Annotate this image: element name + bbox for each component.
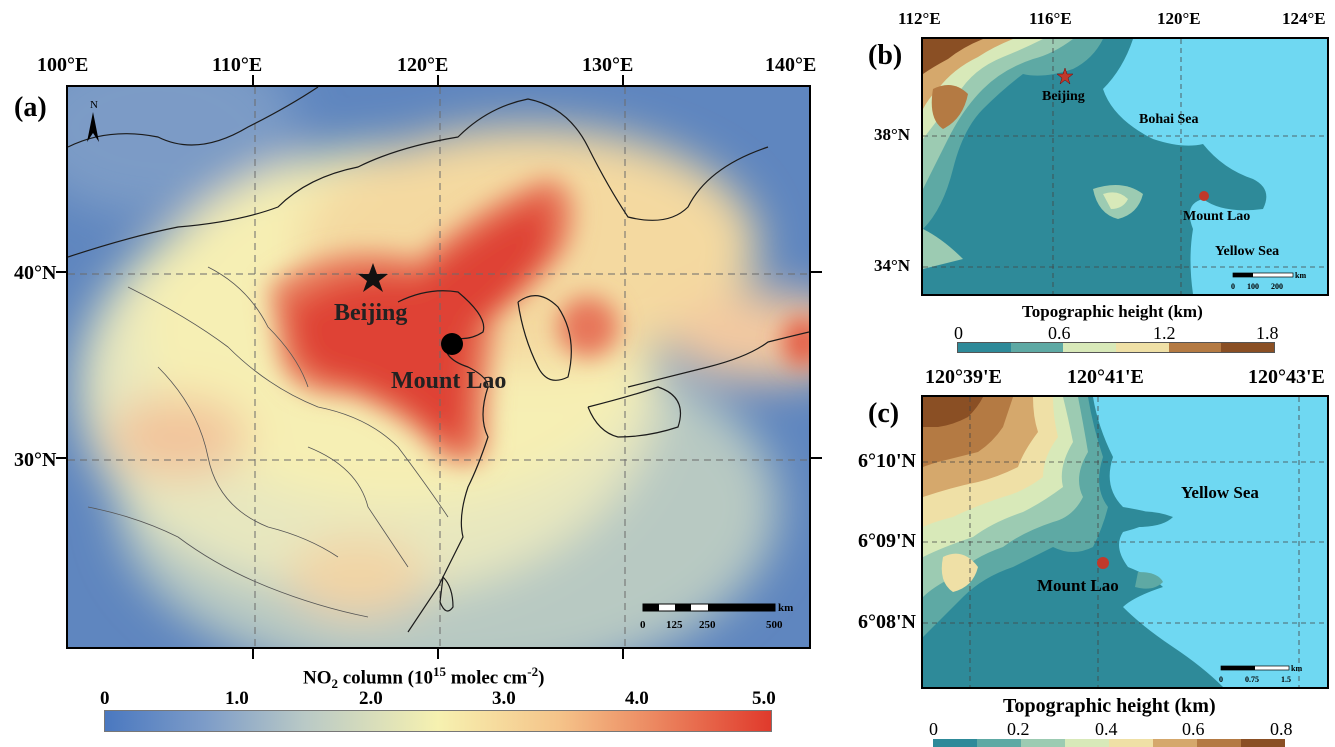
b-yellow-sea-label: Yellow Sea bbox=[1215, 244, 1279, 259]
c-colorbar bbox=[933, 739, 1285, 747]
panel-a-label: (a) bbox=[14, 92, 47, 123]
beijing-label: Beijing bbox=[334, 300, 407, 326]
b-colorbar-title: Topographic height (km) bbox=[1022, 302, 1203, 321]
scale-b-tick-100: 100 bbox=[1247, 282, 1259, 291]
scale-b-tick-0: 0 bbox=[1231, 282, 1235, 291]
topo-map-local: Yellow Sea Mount Lao km 0 0.75 1.5 bbox=[921, 395, 1329, 689]
c-lon-41: 120°41'E bbox=[1067, 366, 1144, 388]
c-lat-08: 6°08'N bbox=[858, 611, 916, 633]
b-lon-116: 116°E bbox=[1029, 9, 1072, 28]
no2-cb-tick-4: 4.0 bbox=[625, 688, 649, 709]
no2-cb-tick-0: 0 bbox=[100, 688, 110, 709]
no2-field: N Beijing Mount Lao km 0 125 250 500 bbox=[68, 87, 809, 647]
scale-a-tick-0: 0 bbox=[640, 619, 646, 631]
scale-bar-b: km 0 100 200 bbox=[1231, 271, 1306, 291]
no2-cb-tick-1: 1.0 bbox=[225, 688, 249, 709]
panel-c-label: (c) bbox=[868, 398, 900, 429]
scale-c-unit: km bbox=[1291, 664, 1302, 673]
c-cb-tick-1: 0.2 bbox=[1007, 719, 1030, 739]
north-label: N bbox=[90, 99, 98, 111]
no2-colorbar bbox=[104, 710, 772, 732]
no2-cb-tick-2: 2.0 bbox=[359, 688, 383, 709]
b-lat-34: 34°N bbox=[874, 256, 911, 275]
b-cb-tick-3: 1.8 bbox=[1256, 323, 1279, 343]
b-lon-124: 124°E bbox=[1282, 9, 1326, 28]
scale-c-tick-0: 0 bbox=[1219, 675, 1223, 684]
topo-map-regional: Beijing Bohai Sea Mount Lao Yellow Sea k… bbox=[921, 37, 1329, 296]
mount-lao-marker-icon bbox=[441, 333, 463, 355]
b-lon-112: 112°E bbox=[898, 9, 941, 28]
no2-cb-tick-5: 5.0 bbox=[752, 688, 776, 709]
panel-b-label: (b) bbox=[868, 40, 903, 71]
scale-c-tick-075: 0.75 bbox=[1245, 675, 1259, 684]
c-yellow-sea-label: Yellow Sea bbox=[1181, 483, 1259, 502]
north-arrow-icon bbox=[87, 112, 99, 142]
c-lon-43: 120°43'E bbox=[1248, 366, 1325, 388]
b-bohai-label: Bohai Sea bbox=[1139, 112, 1199, 127]
b-beijing-star-icon bbox=[1056, 67, 1074, 85]
c-lon-39: 120°39'E bbox=[925, 366, 1002, 388]
scale-b-unit: km bbox=[1295, 271, 1306, 280]
c-cb-tick-4: 0.8 bbox=[1270, 719, 1293, 739]
scale-a-tick-125: 125 bbox=[666, 619, 683, 631]
scale-a-tick-500: 500 bbox=[766, 619, 783, 631]
province-borders bbox=[87, 266, 449, 618]
b-lat-38: 38°N bbox=[874, 125, 911, 144]
no2-colorbar-title: NO2 column (1015 molec cm-2) bbox=[303, 664, 545, 692]
scale-c-tick-15: 1.5 bbox=[1281, 675, 1291, 684]
lon-label-110: 110°E bbox=[212, 54, 263, 76]
lat-label-30: 30°N bbox=[14, 449, 57, 471]
c-lat-10: 6°10'N bbox=[858, 450, 916, 472]
c-cb-tick-2: 0.4 bbox=[1095, 719, 1118, 739]
b-colorbar bbox=[957, 342, 1275, 353]
b-cb-tick-1: 0.6 bbox=[1048, 323, 1071, 343]
lat-label-40: 40°N bbox=[14, 262, 57, 284]
scale-a-tick-250: 250 bbox=[699, 619, 716, 631]
no2-cb-tick-3: 3.0 bbox=[492, 688, 516, 709]
scale-a-unit: km bbox=[778, 602, 793, 614]
b-cb-tick-0: 0 bbox=[954, 323, 963, 343]
panel-a-ticks bbox=[56, 75, 822, 659]
c-lat-09: 6°09'N bbox=[858, 530, 916, 552]
graticule bbox=[68, 87, 809, 647]
c-cb-tick-0: 0 bbox=[929, 719, 938, 739]
scale-bar-a: km 0 125 250 500 bbox=[640, 602, 793, 631]
coastlines bbox=[68, 87, 809, 633]
b-lon-120: 120°E bbox=[1157, 9, 1201, 28]
mount-lao-label: Mount Lao bbox=[391, 368, 506, 394]
b-mount-lao-marker-icon bbox=[1199, 191, 1209, 201]
c-mount-lao-label: Mount Lao bbox=[1037, 576, 1119, 595]
c-colorbar-title: Topographic height (km) bbox=[1003, 695, 1216, 717]
c-mount-lao-marker-icon bbox=[1097, 557, 1109, 569]
b-cb-tick-2: 1.2 bbox=[1153, 323, 1176, 343]
scale-bar-c: km 0 0.75 1.5 bbox=[1219, 664, 1302, 684]
b-mount-lao-label: Mount Lao bbox=[1183, 209, 1250, 224]
lon-label-120: 120°E bbox=[397, 54, 449, 76]
lon-label-130: 130°E bbox=[582, 54, 634, 76]
topo-local-field: Yellow Sea Mount Lao km 0 0.75 1.5 bbox=[923, 397, 1327, 687]
beijing-star-icon bbox=[358, 263, 388, 292]
lon-label-140: 140°E bbox=[765, 54, 817, 76]
lon-label-100: 100°E bbox=[37, 54, 89, 76]
scale-b-tick-200: 200 bbox=[1271, 282, 1283, 291]
c-cb-tick-3: 0.6 bbox=[1182, 719, 1205, 739]
topo-regional-field: Beijing Bohai Sea Mount Lao Yellow Sea k… bbox=[923, 39, 1327, 294]
no2-map: N Beijing Mount Lao km 0 125 250 500 bbox=[66, 85, 811, 649]
b-beijing-label: Beijing bbox=[1042, 89, 1085, 104]
